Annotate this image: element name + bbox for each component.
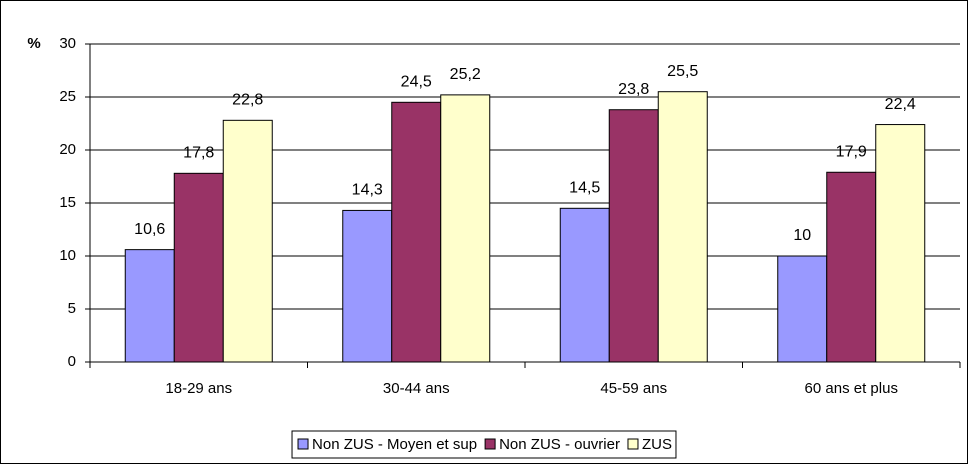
y-tick-label: 5 xyxy=(68,300,76,317)
bar xyxy=(391,101,442,363)
x-tick-label: 18-29 ans xyxy=(165,380,232,397)
data-label: 25,5 xyxy=(667,63,698,80)
legend-swatch xyxy=(627,438,639,450)
bar xyxy=(826,171,877,363)
data-label: 25,2 xyxy=(450,66,481,83)
legend-swatch xyxy=(484,438,496,450)
x-tick-label: 60 ans et plus xyxy=(805,380,898,397)
y-tick-label: 15 xyxy=(59,194,76,211)
bar xyxy=(222,119,273,363)
y-tick-label: 25 xyxy=(59,88,76,105)
data-label: 23,8 xyxy=(618,81,649,98)
legend-label: Non ZUS - ouvrier xyxy=(499,436,620,453)
bar xyxy=(559,207,610,363)
y-tick-label: 10 xyxy=(59,247,76,264)
bar xyxy=(777,255,828,363)
data-label: 17,8 xyxy=(183,145,214,162)
bar xyxy=(173,172,224,363)
y-axis-label: % xyxy=(27,35,40,52)
data-label: 14,3 xyxy=(352,182,383,199)
legend-label: ZUS xyxy=(642,436,672,453)
data-label: 22,4 xyxy=(885,96,916,113)
bar xyxy=(342,209,393,363)
bar xyxy=(608,109,659,363)
data-label: 10,6 xyxy=(134,221,165,238)
y-tick-label: 20 xyxy=(59,141,76,158)
data-label: 10 xyxy=(793,227,811,244)
bar xyxy=(440,94,491,363)
legend-box xyxy=(291,430,677,459)
x-tick-label: 45-59 ans xyxy=(600,380,667,397)
y-tick-label: 30 xyxy=(59,35,76,52)
legend-label: Non ZUS - Moyen et sup xyxy=(312,436,477,453)
bar xyxy=(124,249,175,363)
bar xyxy=(657,91,708,363)
data-label: 14,5 xyxy=(569,180,600,197)
data-label: 24,5 xyxy=(401,74,432,91)
data-label: 22,8 xyxy=(232,92,263,109)
data-label: 17,9 xyxy=(836,143,867,160)
bar xyxy=(875,124,926,363)
legend-swatch xyxy=(297,438,309,450)
x-tick-label: 30-44 ans xyxy=(383,380,450,397)
y-tick-label: 0 xyxy=(68,353,76,370)
